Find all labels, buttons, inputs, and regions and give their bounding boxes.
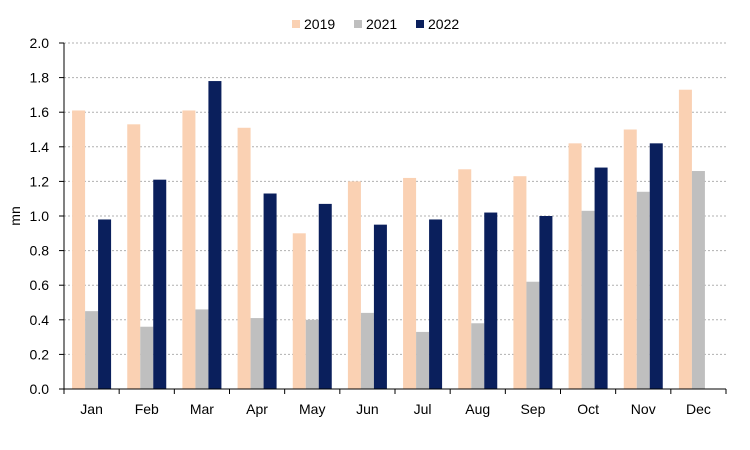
bar-2019-apr [237, 127, 251, 390]
x-tick-label: Oct [577, 401, 599, 417]
x-tick-label: Nov [631, 401, 656, 417]
bar-2021-dec [691, 171, 705, 389]
bar-2019-jan [72, 110, 86, 389]
y-tick-label: 0.0 [30, 381, 50, 397]
x-tick-label: Sep [520, 401, 545, 417]
x-tick-label: Feb [135, 401, 159, 417]
bar-2021-apr [250, 318, 264, 389]
x-tick-label: Jan [80, 401, 103, 417]
bars [72, 81, 705, 390]
bar-2022-mar [208, 81, 222, 389]
bar-2022-oct [594, 167, 608, 389]
y-tick-label: 1.6 [30, 104, 50, 120]
bar-2019-jun [347, 181, 361, 389]
y-tick-label: 1.4 [30, 139, 50, 155]
legend-label-2022: 2022 [428, 16, 459, 32]
bar-2022-jan [98, 219, 112, 389]
bar-2021-jan [85, 311, 99, 389]
bar-2021-mar [195, 309, 209, 389]
bar-2022-nov [649, 143, 663, 389]
y-tick-label: 1.2 [30, 173, 50, 189]
legend-label-2019: 2019 [304, 16, 335, 32]
bar-2019-mar [182, 110, 196, 389]
bar-2022-apr [263, 193, 277, 389]
legend-swatch-2021 [354, 20, 362, 28]
bar-2019-feb [127, 124, 141, 389]
bar-2021-oct [581, 210, 595, 389]
x-tick-label: Jul [414, 401, 432, 417]
legend-swatch-2019 [292, 20, 300, 28]
bar-2019-jul [403, 177, 417, 389]
x-tick-label: Jun [356, 401, 379, 417]
bar-2021-may [305, 319, 319, 389]
y-axis-label: mn [7, 206, 23, 225]
y-tick-label: 1.8 [30, 70, 50, 86]
y-tick-label: 0.8 [30, 243, 50, 259]
y-tick-labels: 0.0 0.2 0.4 0.6 0.8 1.0 1.2 1.4 1.6 1.8 2.0 [30, 35, 50, 397]
bar-2022-aug [484, 212, 498, 389]
y-tick-label: 2.0 [30, 35, 50, 51]
bar-2022-jun [373, 224, 387, 389]
y-tick-label: 0.6 [30, 277, 50, 293]
y-tick-label: 0.4 [30, 312, 50, 328]
legend-label-2021: 2021 [366, 16, 397, 32]
bar-2021-aug [471, 323, 485, 389]
bar-2021-jul [416, 331, 430, 389]
bar-2019-sep [513, 176, 527, 389]
x-tick-labels: Jan Feb Mar Apr May Jun Jul Aug Sep Oct Nov Dec [80, 401, 711, 417]
x-tick-label: May [299, 401, 325, 417]
bar-2019-dec [678, 89, 692, 390]
bar-2021-sep [526, 281, 540, 389]
y-tick-label: 0.2 [30, 346, 50, 362]
bar-2021-jun [360, 312, 374, 389]
bar-2022-may [318, 203, 332, 389]
bar-2022-jul [429, 219, 443, 389]
bar-2022-sep [539, 216, 553, 389]
bar-2021-nov [636, 191, 650, 389]
bar-2021-feb [140, 326, 154, 389]
x-tick-label: Mar [190, 401, 214, 417]
x-tick-label: Dec [686, 401, 711, 417]
y-tick-label: 1.0 [30, 208, 50, 224]
bar-2019-may [292, 233, 306, 389]
bar-2019-oct [568, 143, 582, 389]
bar-2022-feb [153, 179, 167, 389]
x-tick-label: Aug [465, 401, 490, 417]
legend-swatch-2022 [416, 20, 424, 28]
axes [59, 42, 727, 394]
bar-2019-nov [623, 129, 637, 389]
legend: 2019 2021 2022 [292, 16, 459, 32]
x-tick-label: Apr [246, 401, 268, 417]
bar-2019-aug [458, 169, 472, 389]
